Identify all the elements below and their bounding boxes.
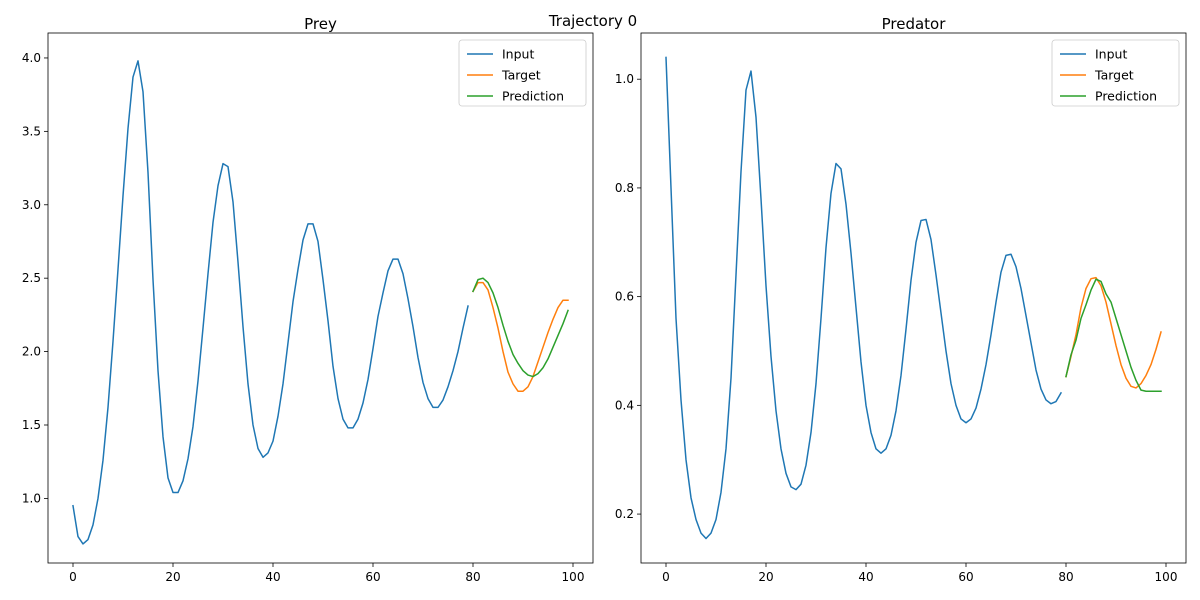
prey-ytick-label: 2.0 bbox=[22, 345, 41, 359]
prey-legend-label-input: Input bbox=[502, 47, 534, 62]
predator-ytick-label: 0.8 bbox=[615, 181, 634, 195]
prey-xtick-label: 0 bbox=[69, 570, 77, 584]
prey-xtick-label: 20 bbox=[165, 570, 180, 584]
prey-legend-label-prediction: Prediction bbox=[502, 89, 564, 104]
prey-axes: Prey 0 20 40 60 80 100 1.0 1.5 2.0 2.5 3.0 3.5 4.0 In… bbox=[22, 15, 594, 584]
prey-legend: Input Target Prediction bbox=[458, 39, 587, 107]
prey-ytick-label: 4.0 bbox=[22, 51, 41, 65]
predator-legend-label-input: Input bbox=[1095, 47, 1127, 62]
prey-xtick-label: 60 bbox=[365, 570, 380, 584]
prey-legend-frame bbox=[458, 39, 587, 107]
prey-xtick-label: 100 bbox=[562, 570, 585, 584]
predator-xtick-label: 60 bbox=[958, 570, 973, 584]
predator-axes-title: Predator bbox=[882, 15, 947, 33]
predator-series-input bbox=[665, 56, 1063, 540]
predator-ytick-label: 0.6 bbox=[615, 290, 634, 304]
predator-axes-frame bbox=[640, 32, 1187, 564]
figure-suptitle: Trajectory 0 bbox=[548, 12, 637, 30]
predator-series-target bbox=[1065, 276, 1162, 389]
predator-xtick-label: 20 bbox=[758, 570, 773, 584]
predator-ytick-label: 0.2 bbox=[615, 507, 634, 521]
prey-xtick-label: 80 bbox=[465, 570, 480, 584]
predator-axes: Predator 0 20 40 60 80 100 0.2 0.4 0.6 0.8 1.0 Inpu… bbox=[615, 15, 1187, 584]
predator-xtick-label: 0 bbox=[662, 570, 670, 584]
predator-legend-frame bbox=[1051, 39, 1180, 107]
predator-legend-label-target: Target bbox=[1094, 68, 1134, 83]
predator-xtick-label: 40 bbox=[858, 570, 873, 584]
prey-series-input bbox=[72, 60, 469, 545]
prey-axes-frame bbox=[47, 32, 594, 564]
prey-legend-label-target: Target bbox=[501, 68, 541, 83]
predator-legend: Input Target Prediction bbox=[1051, 39, 1180, 107]
predator-xtick-label: 80 bbox=[1058, 570, 1073, 584]
prey-ytick-label: 1.5 bbox=[22, 418, 41, 432]
predator-ytick-label: 0.4 bbox=[615, 398, 634, 412]
predator-legend-label-prediction: Prediction bbox=[1095, 89, 1157, 104]
predator-ytick-label: 1.0 bbox=[615, 72, 634, 86]
prey-axes-title: Prey bbox=[304, 15, 337, 33]
prey-xtick-label: 40 bbox=[265, 570, 280, 584]
prey-ytick-label: 1.0 bbox=[22, 491, 41, 505]
predator-series-prediction bbox=[1065, 278, 1162, 392]
prey-series-target bbox=[471, 281, 569, 392]
prey-series-prediction bbox=[472, 277, 569, 378]
prey-ytick-label: 3.5 bbox=[22, 124, 41, 138]
prey-ytick-label: 2.5 bbox=[22, 271, 41, 285]
prey-ytick-label: 3.0 bbox=[22, 198, 41, 212]
predator-xtick-label: 100 bbox=[1155, 570, 1178, 584]
